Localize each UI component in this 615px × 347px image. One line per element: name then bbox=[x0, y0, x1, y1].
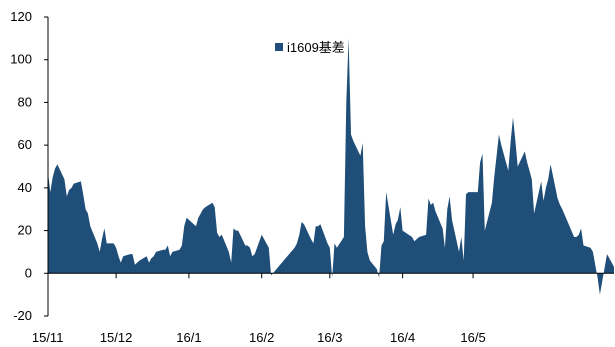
y-axis-ticks: -20 0 20 40 60 80 100 120 bbox=[10, 9, 48, 323]
x-tick-label: 16/5 bbox=[460, 330, 485, 345]
x-tick-label: 16/3 bbox=[317, 330, 342, 345]
x-tick-label: 15/12 bbox=[100, 330, 133, 345]
x-tick-label: 16/2 bbox=[249, 330, 274, 345]
y-tick-label: 60 bbox=[18, 137, 32, 152]
y-tick-label: 100 bbox=[10, 52, 32, 67]
y-tick-label: 80 bbox=[18, 94, 32, 109]
y-tick-label: 20 bbox=[18, 223, 32, 238]
legend: i1609基差 bbox=[275, 40, 345, 55]
series-area bbox=[48, 38, 614, 295]
y-tick-label: 120 bbox=[10, 9, 32, 24]
legend-swatch bbox=[275, 43, 283, 51]
y-tick-label: 40 bbox=[18, 180, 32, 195]
y-tick-label: -20 bbox=[13, 308, 32, 323]
y-tick-label: 0 bbox=[25, 265, 32, 280]
legend-label: i1609基差 bbox=[287, 40, 345, 55]
x-tick-label: 16/4 bbox=[390, 330, 415, 345]
x-tick-label: 15/11 bbox=[32, 330, 64, 345]
x-axis-ticks: 15/11 15/12 16/1 16/2 16/3 16/4 16/5 bbox=[32, 273, 486, 345]
x-tick-label: 16/1 bbox=[176, 330, 201, 345]
